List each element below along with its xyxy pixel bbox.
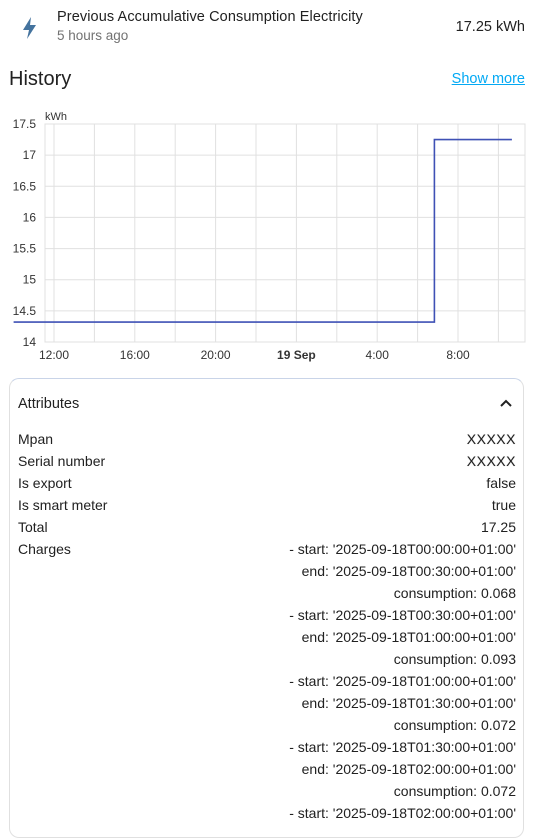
series-line xyxy=(13,138,512,323)
charge-start: - start: '2025-09-18T01:00:00+01:00' xyxy=(289,673,516,689)
y-tick-label: 14 xyxy=(23,335,37,349)
x-tick-label: 12:00 xyxy=(39,348,69,362)
attributes-title: Attributes xyxy=(18,396,80,412)
y-tick-label: 16 xyxy=(23,210,37,224)
lightning-bolt-icon xyxy=(23,17,36,39)
charge-line: consumption: 0.093 xyxy=(10,649,523,671)
entity-state: 17.25 kWh xyxy=(455,19,525,35)
charge-line: consumption: 0.068 xyxy=(10,583,523,605)
plot-border xyxy=(44,123,526,343)
charge-start: - start: '2025-09-18T00:30:00+01:00' xyxy=(289,607,516,623)
charge-end: end: '2025-09-18T02:00:00+01:00' xyxy=(301,761,516,777)
attributes-header[interactable]: Attributes xyxy=(10,379,523,427)
y-tick-label: 15 xyxy=(23,273,37,287)
charge-consumption: consumption: 0.093 xyxy=(393,651,516,667)
attributes-card: Attributes Mpan XXXXX Serial number XXXX… xyxy=(9,378,524,838)
attribute-row-mpan: Mpan XXXXX xyxy=(10,429,523,451)
y-tick-label: 15.5 xyxy=(13,242,37,256)
y-tick-label: 14.5 xyxy=(13,304,37,318)
y-tick-label: 16.5 xyxy=(13,179,37,193)
charge-line: - start: '2025-09-18T00:30:00+01:00' xyxy=(10,605,523,627)
y-tick-label: 17.5 xyxy=(13,117,37,131)
y-tick-label: 17 xyxy=(23,148,37,162)
attribute-row-smart-meter: Is smart meter true xyxy=(10,495,523,517)
x-tick-label: 19 Sep xyxy=(277,348,316,362)
history-title: History xyxy=(9,68,72,90)
attribute-value-total: 17.25 xyxy=(480,519,516,535)
attribute-value-serial: XXXXX xyxy=(466,453,516,469)
charge-line: end: '2025-09-18T01:00:00+01:00' xyxy=(10,627,523,649)
attributes-list: Mpan XXXXX Serial number XXXXX Is export… xyxy=(10,429,523,825)
charge-end: end: '2025-09-18T00:30:00+01:00' xyxy=(301,563,516,579)
charge-line: end: '2025-09-18T01:30:00+01:00' xyxy=(10,693,523,715)
charge-line: consumption: 0.072 xyxy=(10,715,523,737)
attribute-value-mpan: XXXXX xyxy=(466,431,516,447)
history-chart[interactable]: kWh 17.5 17 16.5 16 15.5 15 14.5 14 12:00 16:00 2… xyxy=(0,100,537,370)
x-tick-label: 20:00 xyxy=(201,348,231,362)
attribute-key: Is smart meter xyxy=(18,497,108,513)
charge-line: - start: '2025-09-18T02:00:00+01:00' xyxy=(10,803,523,825)
attribute-value-smart-meter: true xyxy=(491,497,516,513)
attribute-key: Total xyxy=(18,519,48,535)
attribute-row-serial: Serial number XXXXX xyxy=(10,451,523,473)
attribute-row-export: Is export false xyxy=(10,473,523,495)
charge-start: - start: '2025-09-18T00:00:00+01:00' xyxy=(289,541,516,557)
attribute-key: Charges xyxy=(18,541,71,557)
charge-start: - start: '2025-09-18T02:00:00+01:00' xyxy=(289,805,516,821)
charge-line: end: '2025-09-18T00:30:00+01:00' xyxy=(10,561,523,583)
charge-line: consumption: 0.072 xyxy=(10,781,523,803)
charge-consumption: consumption: 0.068 xyxy=(393,585,516,601)
attribute-row-total: Total 17.25 xyxy=(10,517,523,539)
attribute-key: Serial number xyxy=(18,453,106,469)
x-axis-ticks: 12:00 16:00 20:00 19 Sep 4:00 8:00 xyxy=(39,348,470,362)
charge-end: end: '2025-09-18T01:00:00+01:00' xyxy=(301,629,516,645)
x-tick-label: 4:00 xyxy=(366,348,390,362)
y-axis-ticks: 17.5 17 16.5 16 15.5 15 14.5 14 xyxy=(13,117,37,349)
show-more-link[interactable]: Show more xyxy=(451,71,525,87)
charge-consumption: consumption: 0.072 xyxy=(393,717,516,733)
charge-end: end: '2025-09-18T01:30:00+01:00' xyxy=(301,695,516,711)
attribute-key: Is export xyxy=(18,475,72,491)
attribute-value-export: false xyxy=(486,475,516,491)
attribute-row-charges: Charges - start: '2025-09-18T00:00:00+01… xyxy=(10,539,523,561)
y-axis-label: kWh xyxy=(45,111,67,123)
charge-start: - start: '2025-09-18T01:30:00+01:00' xyxy=(289,739,516,755)
x-tick-label: 16:00 xyxy=(120,348,150,362)
charge-line: - start: '2025-09-18T01:00:00+01:00' xyxy=(10,671,523,693)
charge-line: end: '2025-09-18T02:00:00+01:00' xyxy=(10,759,523,781)
entity-header: Previous Accumulative Consumption Electr… xyxy=(0,0,537,52)
charge-consumption: consumption: 0.072 xyxy=(393,783,516,799)
last-changed: 5 hours ago xyxy=(57,28,129,43)
x-tick-label: 8:00 xyxy=(446,348,470,362)
chart-grid xyxy=(44,123,526,343)
chart-series xyxy=(13,138,512,323)
charge-line: - start: '2025-09-18T01:30:00+01:00' xyxy=(10,737,523,759)
chevron-up-icon[interactable] xyxy=(499,396,513,410)
entity-name: Previous Accumulative Consumption Electr… xyxy=(57,9,363,25)
attribute-key: Mpan xyxy=(18,431,54,447)
